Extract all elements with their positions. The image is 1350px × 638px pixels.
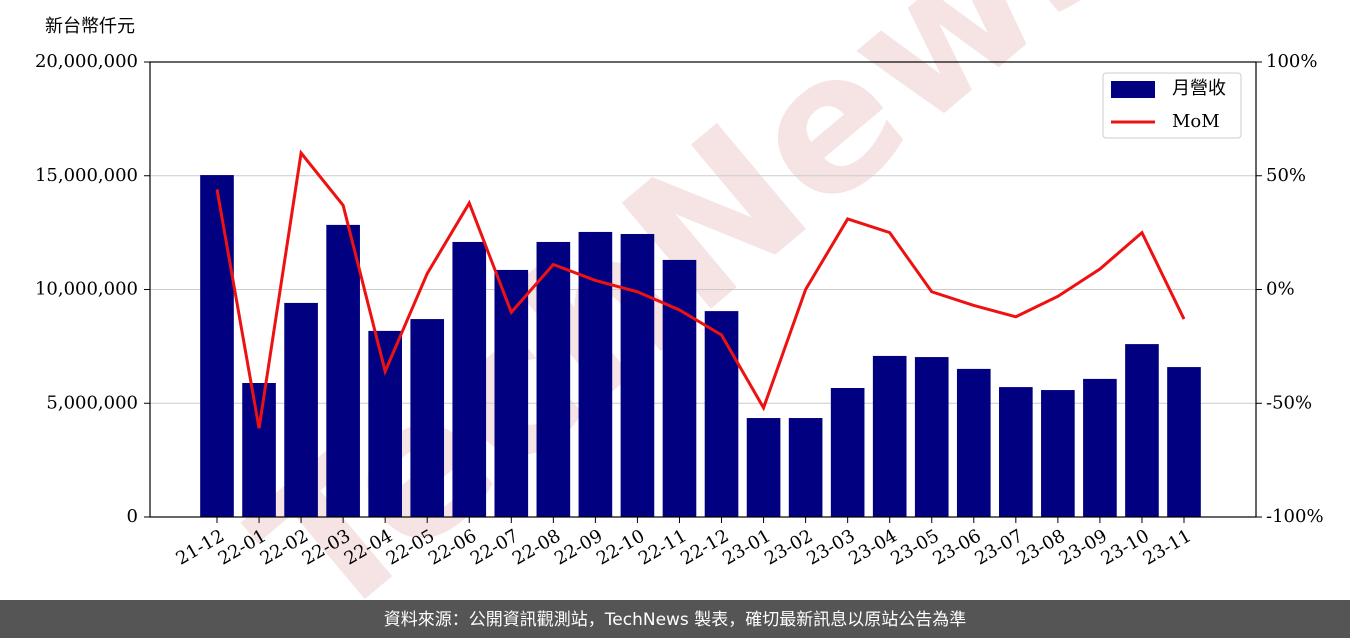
bar xyxy=(788,418,823,517)
footer: 資料來源：公開資訊觀測站，TechNews 製表，確切最新訊息以原站公告為準 xyxy=(384,610,966,630)
plot-frame xyxy=(149,61,1257,518)
bar xyxy=(494,269,529,517)
footer-bar xyxy=(0,600,1350,638)
bar xyxy=(956,368,991,517)
y-tick-label: 5,000,000 xyxy=(46,392,138,413)
bar xyxy=(410,319,445,517)
line xyxy=(215,149,1186,429)
y-axis-label: 新台幣仟元 xyxy=(45,16,135,37)
y2-tick-label: 100% xyxy=(1266,51,1317,72)
bar xyxy=(1125,344,1159,517)
y-tick-label: 0 xyxy=(127,506,138,527)
y-tick-label: 15,000,000 xyxy=(35,165,138,186)
bar xyxy=(914,357,949,517)
legend-swatch xyxy=(1111,81,1155,98)
y2-tick-label: -100% xyxy=(1266,506,1324,527)
y-tick-label: 20,000,000 xyxy=(35,51,138,72)
bar xyxy=(999,387,1033,517)
bar xyxy=(1167,367,1201,517)
bar xyxy=(830,388,865,517)
bar xyxy=(620,233,655,518)
y2-tick-label: 50% xyxy=(1266,165,1306,186)
x-tick-label: 23-11 xyxy=(1140,525,1195,569)
bar xyxy=(746,418,781,517)
legend-label: 月營收 xyxy=(1172,78,1226,99)
bar xyxy=(452,241,487,517)
bar xyxy=(326,224,360,517)
bar xyxy=(536,241,571,517)
bar xyxy=(368,330,402,517)
bar xyxy=(1041,390,1075,517)
bar xyxy=(704,311,739,517)
bar xyxy=(872,355,907,517)
bar xyxy=(284,302,318,517)
y2-tick-label: -50% xyxy=(1266,392,1312,413)
bar xyxy=(662,259,697,517)
legend-label: MoM xyxy=(1172,111,1220,132)
bar xyxy=(200,175,234,517)
bar xyxy=(242,383,276,517)
bar xyxy=(1083,378,1117,517)
y-tick-label: 10,000,000 xyxy=(35,279,138,300)
y2-tick-label: 0% xyxy=(1266,279,1295,300)
